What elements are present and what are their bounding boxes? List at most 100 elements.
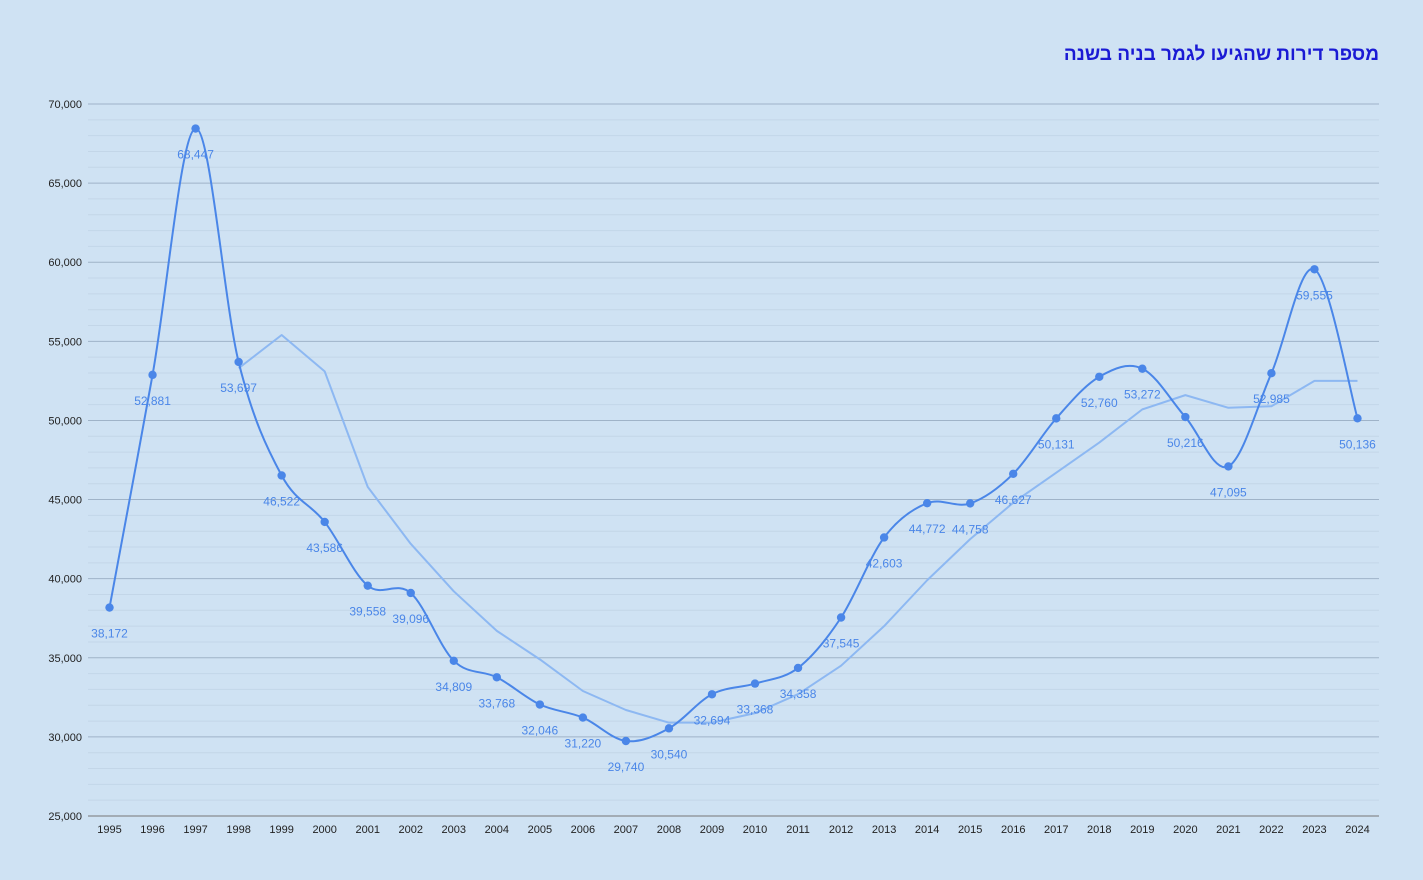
x-tick-label: 1995 — [97, 824, 121, 836]
data-point — [1267, 369, 1276, 378]
x-tick-label: 1996 — [140, 824, 164, 836]
data-point — [879, 533, 889, 542]
y-tick-label: 30,000 — [48, 732, 82, 744]
data-label: 29,740 — [608, 760, 645, 774]
data-label: 47,095 — [1210, 485, 1247, 499]
data-point — [1009, 469, 1018, 479]
data-label: 32,694 — [694, 713, 731, 727]
data-label: 39,096 — [392, 612, 429, 626]
data-label: 52,881 — [134, 394, 171, 408]
data-point — [922, 498, 932, 508]
x-tick-label: 2018 — [1087, 824, 1111, 836]
data-label: 34,358 — [780, 687, 817, 701]
x-tick-label: 2003 — [442, 824, 466, 836]
x-tick-label: 2009 — [700, 824, 724, 836]
data-point — [750, 679, 760, 688]
x-tick-label: 2022 — [1259, 824, 1283, 836]
y-tick-label: 65,000 — [48, 178, 82, 190]
data-point — [1181, 412, 1190, 422]
y-tick-label: 70,000 — [48, 99, 82, 111]
x-tick-label: 2024 — [1345, 824, 1369, 836]
data-point — [234, 357, 243, 367]
y-tick-label: 25,000 — [48, 811, 82, 823]
x-tick-label: 1998 — [226, 824, 250, 836]
data-point — [621, 736, 631, 746]
data-point — [578, 713, 588, 722]
y-tick-label: 35,000 — [48, 653, 82, 665]
data-label: 43,586 — [306, 541, 343, 555]
data-label: 46,522 — [263, 494, 300, 508]
data-point — [191, 124, 200, 133]
data-point — [664, 724, 674, 733]
data-point — [148, 370, 157, 380]
x-tick-label: 2010 — [743, 824, 767, 836]
data-label: 33,368 — [737, 703, 774, 717]
x-tick-label: 2006 — [571, 824, 595, 836]
x-tick-label: 1997 — [183, 824, 207, 836]
data-label: 52,985 — [1253, 392, 1290, 406]
data-point — [449, 656, 458, 665]
data-point — [406, 588, 415, 598]
y-tick-label: 45,000 — [48, 495, 82, 507]
data-label: 34,809 — [435, 680, 472, 694]
x-tick-label: 2019 — [1130, 824, 1154, 836]
data-label: 30,540 — [651, 747, 688, 761]
data-label: 38,172 — [91, 627, 128, 641]
data-label: 39,558 — [349, 605, 386, 619]
x-tick-label: 2017 — [1044, 824, 1068, 836]
x-tick-label: 2014 — [915, 824, 939, 836]
x-tick-label: 2007 — [614, 824, 638, 836]
series-line-main — [108, 127, 1359, 743]
y-tick-label: 55,000 — [48, 336, 82, 348]
data-point — [320, 517, 329, 527]
data-point — [1138, 364, 1147, 373]
data-point — [707, 690, 717, 699]
x-tick-label: 2023 — [1302, 824, 1326, 836]
data-point — [793, 663, 803, 673]
y-tick-label: 60,000 — [48, 257, 82, 269]
data-label: 50,216 — [1167, 436, 1204, 450]
x-tick-label: 2008 — [657, 824, 681, 836]
x-tick-label: 2021 — [1216, 824, 1240, 836]
data-label: 42,603 — [866, 556, 903, 570]
x-tick-label: 1999 — [269, 824, 293, 836]
data-point — [965, 499, 975, 508]
data-point — [1052, 414, 1061, 423]
x-tick-label: 2001 — [355, 824, 379, 836]
y-tick-label: 50,000 — [48, 415, 82, 427]
x-tick-label: 2000 — [312, 824, 336, 836]
data-point — [836, 613, 846, 622]
chart-title: מספר דירות שהגיעו לגמר בניה בשנה — [1063, 44, 1379, 65]
y-tick-label: 40,000 — [48, 574, 82, 586]
data-label: 59,555 — [1296, 288, 1333, 302]
data-label: 68,447 — [177, 148, 214, 162]
x-tick-label: 2016 — [1001, 824, 1025, 836]
x-tick-label: 2004 — [485, 824, 509, 836]
x-tick-label: 2005 — [528, 824, 552, 836]
data-point — [535, 700, 545, 709]
x-tick-label: 2002 — [399, 824, 423, 836]
data-point — [1224, 462, 1233, 471]
data-label: 46,627 — [995, 493, 1032, 507]
data-label: 32,046 — [521, 724, 558, 738]
data-point — [363, 581, 372, 590]
x-tick-label: 2013 — [872, 824, 896, 836]
data-label: 53,697 — [220, 381, 257, 395]
data-point — [1310, 265, 1319, 274]
x-tick-label: 2020 — [1173, 824, 1197, 836]
data-label: 52,760 — [1081, 396, 1118, 410]
data-label: 44,758 — [952, 522, 989, 536]
data-label: 53,272 — [1124, 388, 1161, 402]
x-tick-label: 2015 — [958, 824, 982, 836]
data-label: 50,131 — [1038, 437, 1075, 451]
data-label: 50,136 — [1339, 437, 1376, 451]
data-point — [1095, 372, 1104, 381]
data-label: 31,220 — [565, 737, 602, 751]
data-label: 44,772 — [909, 522, 946, 536]
x-tick-label: 2011 — [786, 824, 810, 836]
data-point — [1353, 414, 1362, 423]
data-label: 33,768 — [478, 696, 515, 710]
x-tick-label: 2012 — [829, 824, 853, 836]
